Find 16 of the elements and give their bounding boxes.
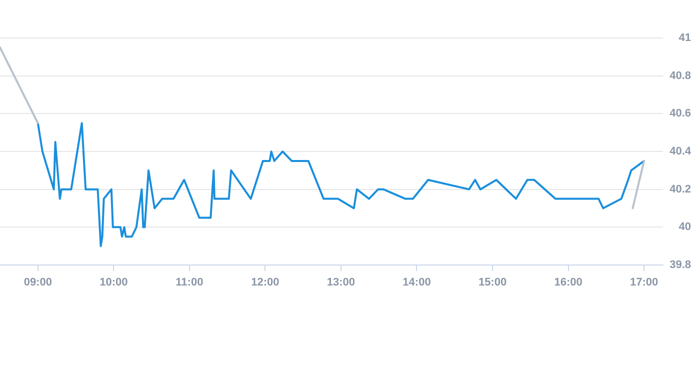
x-tick-label: 16:00 bbox=[554, 276, 582, 289]
y-tick-label: 40.4 bbox=[670, 146, 692, 158]
x-tick-label: 15:00 bbox=[478, 276, 507, 289]
x-tick-label: 17:00 bbox=[630, 276, 658, 289]
y-tick-label: 40 bbox=[678, 221, 691, 234]
x-tick-label: 12:00 bbox=[251, 276, 280, 289]
y-tick-label: 40.2 bbox=[670, 183, 691, 196]
x-tick-label: 11:00 bbox=[176, 276, 204, 289]
x-tick-label: 10:00 bbox=[100, 276, 128, 289]
y-tick-label: 40.8 bbox=[670, 70, 691, 82]
x-tick-label: 14:00 bbox=[402, 276, 431, 289]
y-tick-label: 39.8 bbox=[670, 259, 691, 272]
x-tick-label: 09:00 bbox=[24, 276, 52, 289]
y-tick-label: 40.6 bbox=[670, 108, 691, 120]
y-tick-label: 41 bbox=[678, 32, 691, 44]
x-tick-label: 13:00 bbox=[326, 276, 356, 289]
